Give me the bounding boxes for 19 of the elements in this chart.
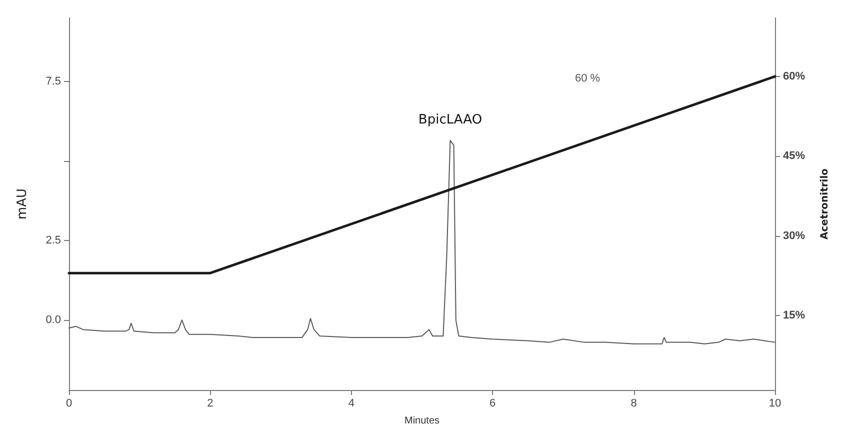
line-series — [68, 140, 776, 344]
annotation: BpicLAAO — [418, 112, 482, 128]
x-tick-label: 6 — [490, 398, 496, 410]
y-axis-title: mAU — [15, 188, 30, 220]
x-tick-label: 2 — [207, 398, 214, 410]
y-tick-label: 2.5 — [46, 234, 61, 247]
x-tick-label: 8 — [630, 398, 637, 410]
y2-tick-label: 30% — [783, 230, 806, 242]
y-tick-label: 7.5 — [46, 76, 61, 88]
x-tick-label: 4 — [348, 398, 354, 410]
x-tick-label: 0 — [66, 398, 72, 410]
x-axis-title: Minutes — [404, 416, 440, 426]
y2-tick-label: 15% — [783, 310, 806, 322]
y2-tick-label: 60% — [783, 70, 806, 82]
x-tick-label: 10 — [768, 398, 782, 410]
annotation: 60 % — [575, 72, 600, 84]
y2-axis-title: Acetronitrilo — [820, 168, 830, 240]
y-tick-label: 0.0 — [46, 314, 61, 326]
y2-tick-label: 45% — [783, 150, 806, 162]
